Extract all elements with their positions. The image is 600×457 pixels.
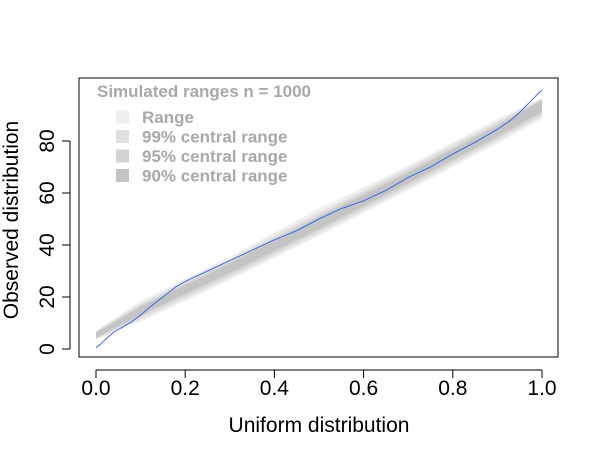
x-tick-label: 0.8 (438, 377, 467, 400)
legend-swatch (116, 149, 129, 163)
legend-swatch (116, 130, 129, 143)
x-tick-label: 0.4 (260, 377, 290, 400)
legend-swatch (116, 169, 129, 182)
series-layer (95, 89, 543, 349)
x-tick-label: 1.0 (527, 377, 556, 400)
y-tick-label: 20 (36, 285, 59, 308)
y-tick-label: 60 (36, 181, 59, 204)
legend-title: Simulated ranges n = 1000 (97, 82, 311, 101)
legend-swatch (116, 110, 129, 124)
y-tick-label: 0 (36, 343, 59, 355)
legend-label: 90% central range (142, 167, 288, 186)
x-tick-label: 0.6 (349, 377, 378, 400)
axes-layer: 0.0 0.2 0.4 0.6 0.8 1.0 0 20 40 60 80 (36, 129, 557, 400)
legend-label: Range (142, 108, 194, 127)
legend-label: 99% central range (142, 128, 288, 147)
legend-label: 95% central range (142, 147, 288, 166)
y-tick-label: 80 (36, 129, 59, 152)
y-axis-title: Observed distribution (0, 121, 23, 319)
plot-frame (78, 77, 559, 358)
x-tick-label: 0.2 (171, 377, 200, 400)
x-axis-title: Uniform distribution (229, 414, 410, 437)
series-line-0 (95, 89, 543, 349)
y-tick-label: 40 (36, 233, 59, 256)
x-tick-label: 0.0 (81, 377, 110, 400)
